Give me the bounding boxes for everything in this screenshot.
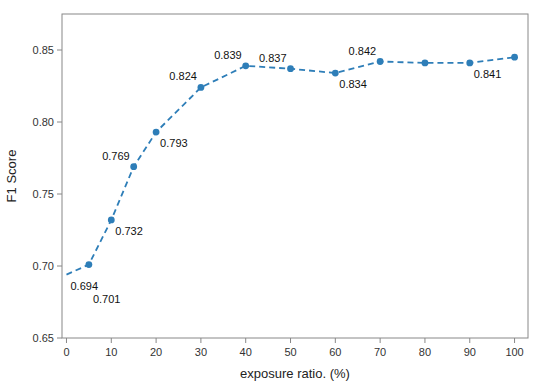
marks <box>66 54 517 275</box>
x-tick-label: 40 <box>240 346 252 358</box>
point <box>130 163 137 170</box>
annotation: 0.769 <box>102 150 130 162</box>
x-axis-label: exposure ratio. (%) <box>240 366 350 381</box>
x-tick-label: 30 <box>195 346 207 358</box>
point <box>153 129 160 136</box>
point <box>377 58 384 65</box>
y-tick <box>57 50 62 51</box>
point <box>198 84 205 91</box>
annotation: 0.824 <box>169 70 197 82</box>
y-tick <box>57 338 62 339</box>
x-tick <box>335 338 336 343</box>
point <box>242 62 249 69</box>
x-tick <box>245 338 246 343</box>
point <box>287 65 294 72</box>
annotation: 0.701 <box>93 293 121 305</box>
x-tick <box>424 338 425 343</box>
annotation: 0.834 <box>339 78 367 90</box>
x-tick <box>290 338 291 343</box>
point <box>85 261 92 268</box>
annotation: 0.842 <box>349 45 377 57</box>
x-tick <box>469 338 470 343</box>
y-tick-label: 0.75 <box>33 188 54 200</box>
y-axis-label: F1 Score <box>4 150 19 203</box>
y-tick <box>57 266 62 267</box>
x-tick <box>200 338 201 343</box>
point <box>332 70 339 77</box>
chart: 0 10 20 30 40 50 60 70 80 90 100 0.65 0.70 0.75 0.80 0.… <box>0 0 542 386</box>
x-tick <box>156 338 157 343</box>
x-tick-label: 10 <box>105 346 117 358</box>
annotation: 0.837 <box>259 52 287 64</box>
line <box>66 57 514 274</box>
x-tick <box>111 338 112 343</box>
x-tick-label: 70 <box>374 346 386 358</box>
annotation: 0.793 <box>160 137 188 149</box>
x-tick <box>66 338 67 343</box>
point <box>466 60 473 67</box>
y-tick-label: 0.80 <box>33 116 54 128</box>
y-tick-label: 0.65 <box>33 332 54 344</box>
annotation: 0.732 <box>115 225 143 237</box>
x-tick <box>380 338 381 343</box>
x-tick-label: 80 <box>419 346 431 358</box>
x-tick-label: 90 <box>464 346 476 358</box>
x-tick-label: 100 <box>505 346 523 358</box>
annotation: 0.841 <box>474 68 502 80</box>
point <box>511 54 518 61</box>
annotation: 0.694 <box>70 280 98 292</box>
y-tick <box>57 122 62 123</box>
annotation: 0.839 <box>214 49 242 61</box>
point <box>108 217 115 224</box>
point <box>422 60 429 67</box>
y-tick-label: 0.70 <box>33 260 54 272</box>
x-tick <box>514 338 515 343</box>
y-tick <box>57 194 62 195</box>
y-tick-label: 0.85 <box>33 44 54 56</box>
x-tick-label: 0 <box>63 346 69 358</box>
x-tick-label: 50 <box>284 346 296 358</box>
x-tick-label: 60 <box>329 346 341 358</box>
plot-frame <box>62 14 528 338</box>
x-tick-label: 20 <box>150 346 162 358</box>
